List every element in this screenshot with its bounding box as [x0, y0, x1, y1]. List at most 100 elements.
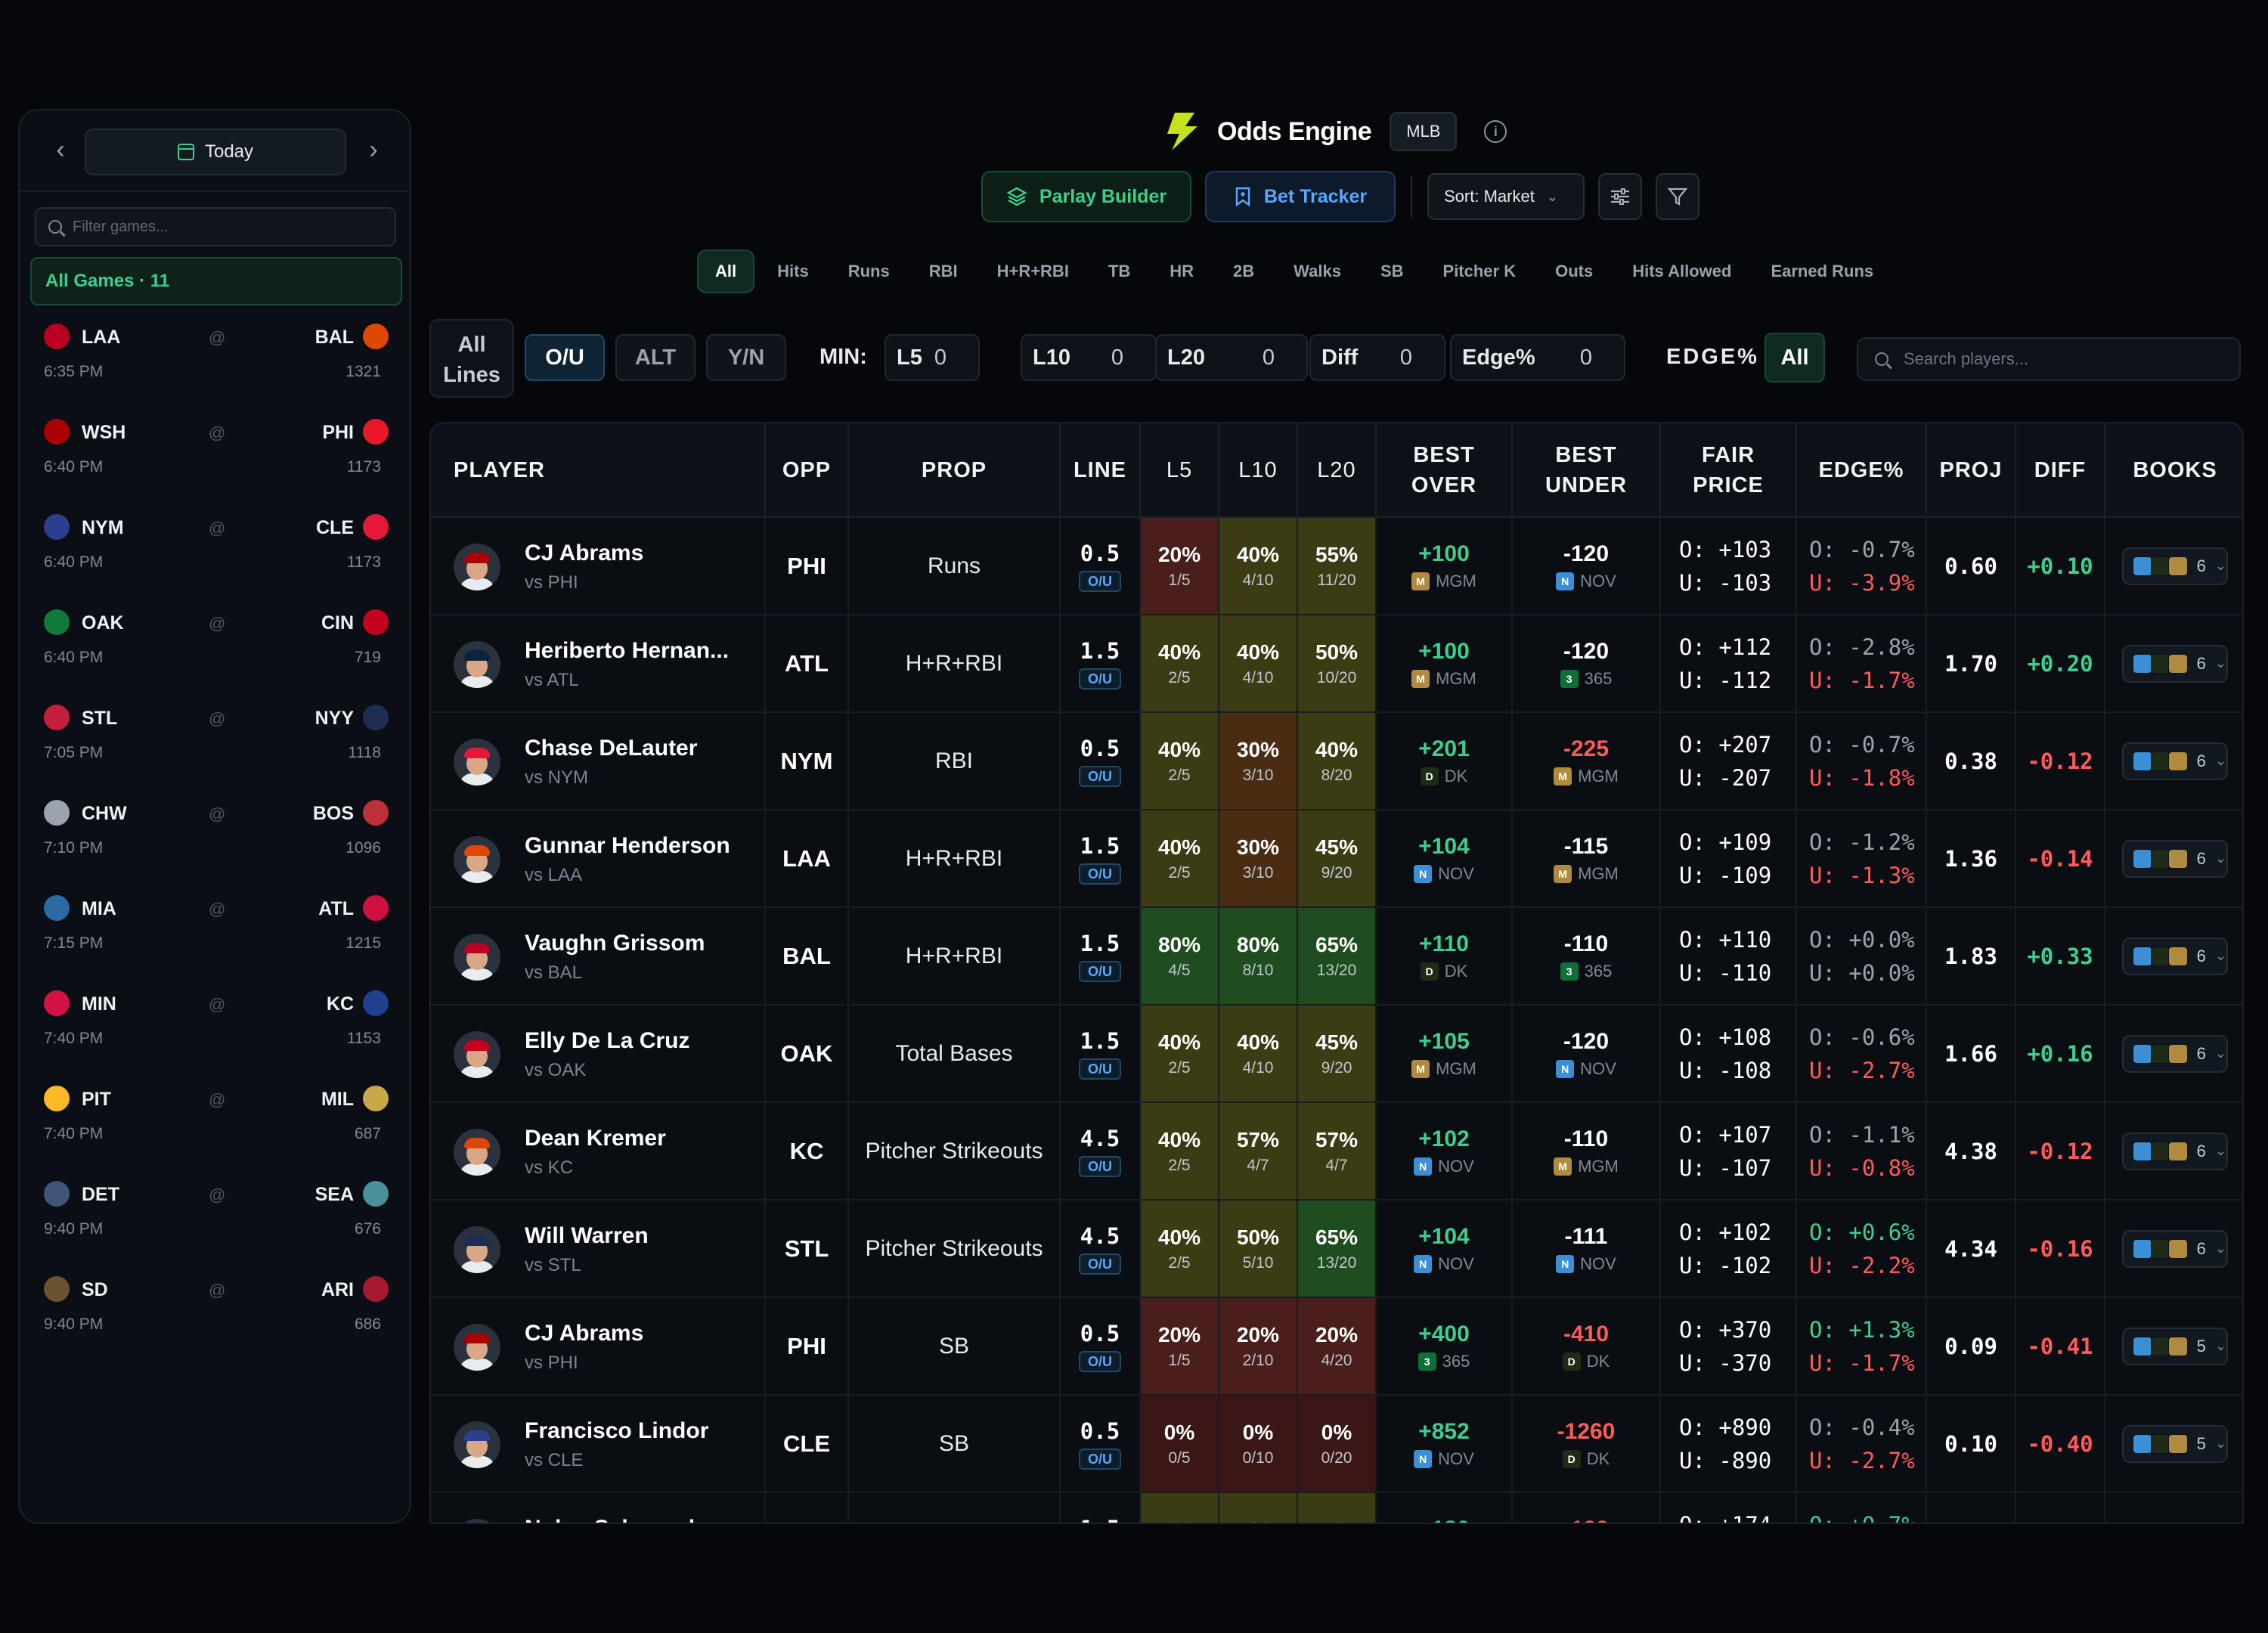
books-dropdown[interactable]: 6 ⌄: [2122, 839, 2228, 878]
col-proj[interactable]: PROJ: [1926, 423, 2016, 518]
player-cell[interactable]: Chase DeLauter vs NYM: [431, 712, 766, 810]
prop-tab[interactable]: TB: [1108, 262, 1131, 280]
ou-chip[interactable]: O/U: [1078, 863, 1121, 885]
prop-tab[interactable]: RBI: [928, 262, 958, 280]
books-dropdown[interactable]: 6 ⌄: [2122, 1132, 2228, 1170]
prop-tab[interactable]: HR: [1170, 262, 1194, 280]
books-dropdown[interactable]: 5 ⌄: [2122, 1327, 2228, 1365]
table-row[interactable]: CJ Abrams vs PHI PHI Runs 0.5 O/U 20% 1/…: [431, 517, 2242, 615]
filter-button[interactable]: [1656, 173, 1699, 220]
sort-select[interactable]: Sort: Market ⌄: [1427, 173, 1585, 220]
game-item[interactable]: PIT @ MIL 7:40 PM 687: [20, 1077, 410, 1172]
books-dropdown[interactable]: 6 ⌄: [2122, 937, 2228, 975]
books-dropdown[interactable]: 6 ⌄: [2122, 1034, 2228, 1073]
best-over-cell[interactable]: +104 N NOV: [1376, 810, 1513, 908]
player-cell[interactable]: Vaughn Grissom vs BAL: [431, 907, 766, 1006]
col-best-under[interactable]: BEST UNDER: [1512, 423, 1661, 518]
books-dropdown[interactable]: 6 ⌄: [2122, 547, 2228, 585]
player-cell[interactable]: Heriberto Hernan... vs ATL: [431, 615, 766, 713]
mode-yn-button[interactable]: Y/N: [706, 334, 786, 381]
prop-tab[interactable]: Outs: [1555, 262, 1594, 280]
best-over-cell[interactable]: +400 3 365: [1376, 1297, 1513, 1396]
player-cell[interactable]: Gunnar Henderson vs LAA: [431, 810, 766, 908]
books-dropdown[interactable]: 6 ⌄: [2122, 742, 2228, 780]
min-l10-input[interactable]: L10 0: [1021, 334, 1157, 381]
min-l20-input[interactable]: L20 0: [1155, 334, 1308, 381]
books-dropdown[interactable]: 6 ⌄: [2122, 1522, 2228, 1523]
table-row[interactable]: Nolan Schanuel vs BAL BAL Hits 1.5 O/U 4…: [431, 1492, 2242, 1523]
col-diff[interactable]: DIFF: [2015, 423, 2105, 518]
table-row[interactable]: Dean Kremer vs KC KC Pitcher Strikeouts …: [431, 1102, 2242, 1201]
ou-chip[interactable]: O/U: [1078, 1155, 1121, 1177]
books-dropdown[interactable]: 5 ⌄: [2122, 1424, 2228, 1463]
all-games-filter[interactable]: All Games · 11: [30, 257, 402, 305]
parlay-builder-button[interactable]: Parlay Builder: [981, 171, 1191, 222]
col-l10[interactable]: L10: [1219, 423, 1298, 518]
col-line[interactable]: LINE: [1060, 423, 1141, 518]
league-badge[interactable]: MLB: [1390, 112, 1458, 151]
books-dropdown[interactable]: 6 ⌄: [2122, 1229, 2228, 1268]
bet-tracker-button[interactable]: Bet Tracker: [1205, 171, 1396, 222]
ou-chip[interactable]: O/U: [1078, 1448, 1121, 1470]
prop-tab[interactable]: Walks: [1294, 262, 1341, 280]
game-item[interactable]: LAA @ BAL 6:35 PM 1321: [20, 315, 410, 410]
col-prop[interactable]: PROP: [848, 423, 1061, 518]
col-opp[interactable]: OPP: [765, 423, 849, 518]
player-cell[interactable]: CJ Abrams vs PHI: [431, 1297, 766, 1396]
mode-alt-button[interactable]: ALT: [615, 334, 696, 381]
prop-tab[interactable]: Earned Runs: [1771, 262, 1874, 280]
col-fair-price[interactable]: FAIR PRICE: [1660, 423, 1797, 518]
best-under-cell[interactable]: -410 D DK: [1512, 1297, 1661, 1396]
best-over-cell[interactable]: +201 D DK: [1376, 712, 1513, 810]
best-over-cell[interactable]: +104 N NOV: [1376, 1200, 1513, 1298]
min-l5-input[interactable]: L5 0: [885, 334, 980, 381]
game-item[interactable]: CHW @ BOS 7:10 PM 1096: [20, 791, 410, 886]
player-cell[interactable]: Will Warren vs STL: [431, 1200, 766, 1298]
col-l20[interactable]: L20: [1297, 423, 1377, 518]
best-over-cell[interactable]: +102 N NOV: [1376, 1102, 1513, 1201]
game-item[interactable]: OAK @ CIN 6:40 PM 719: [20, 600, 410, 696]
filter-games-input[interactable]: [73, 218, 375, 236]
min-edge-input[interactable]: Edge% 0: [1450, 334, 1625, 381]
best-under-cell[interactable]: -1260 D DK: [1512, 1395, 1661, 1493]
prev-day-chevron-icon[interactable]: ‹: [56, 135, 65, 164]
date-picker-button[interactable]: Today: [85, 129, 346, 175]
next-day-chevron-icon[interactable]: ›: [369, 135, 378, 164]
best-under-cell[interactable]: -110 3 365: [1512, 907, 1661, 1006]
best-under-cell[interactable]: -110 M MGM: [1512, 1102, 1661, 1201]
ou-chip[interactable]: O/U: [1078, 1253, 1121, 1275]
prop-tab[interactable]: H+R+RBI: [996, 262, 1069, 280]
best-over-cell[interactable]: +100 M MGM: [1376, 517, 1513, 615]
best-under-cell[interactable]: -111 N NOV: [1512, 1200, 1661, 1298]
best-over-cell[interactable]: +105 M MGM: [1376, 1005, 1513, 1103]
prop-tab[interactable]: Pitcher K: [1442, 262, 1517, 280]
table-row[interactable]: CJ Abrams vs PHI PHI SB 0.5 O/U 20% 1/5 …: [431, 1297, 2242, 1396]
search-players-input[interactable]: [1904, 349, 2221, 369]
ou-chip[interactable]: O/U: [1078, 960, 1121, 982]
game-item[interactable]: NYM @ CLE 6:40 PM 1173: [20, 505, 410, 600]
mode-ou-button[interactable]: O/U: [525, 334, 605, 381]
best-under-cell[interactable]: -120 N NOV: [1512, 517, 1661, 615]
game-item[interactable]: MIA @ ATL 7:15 PM 1215: [20, 886, 410, 981]
col-best-over[interactable]: BEST OVER: [1376, 423, 1513, 518]
best-under-cell[interactable]: -115 M MGM: [1512, 810, 1661, 908]
col-l5[interactable]: L5: [1140, 423, 1219, 518]
ou-chip[interactable]: O/U: [1078, 1058, 1121, 1080]
game-item[interactable]: SD @ ARI 9:40 PM 686: [20, 1267, 410, 1362]
table-row[interactable]: Gunnar Henderson vs LAA LAA H+R+RBI 1.5 …: [431, 810, 2242, 908]
prop-tab[interactable]: 2B: [1233, 262, 1255, 280]
player-cell[interactable]: Dean Kremer vs KC: [431, 1102, 766, 1201]
col-books[interactable]: BOOKS: [2105, 423, 2242, 518]
player-cell[interactable]: Francisco Lindor vs CLE: [431, 1395, 766, 1493]
col-edge[interactable]: EDGE%: [1796, 423, 1927, 518]
game-item[interactable]: MIN @ KC 7:40 PM 1153: [20, 981, 410, 1077]
ou-chip[interactable]: O/U: [1078, 765, 1121, 787]
ou-chip[interactable]: O/U: [1078, 668, 1121, 689]
game-item[interactable]: STL @ NYY 7:05 PM 1118: [20, 696, 410, 791]
edge-all-button[interactable]: All: [1765, 333, 1825, 383]
best-under-cell[interactable]: -120 3 365: [1512, 615, 1661, 713]
game-item[interactable]: DET @ SEA 9:40 PM 676: [20, 1172, 410, 1267]
prop-tab[interactable]: Runs: [847, 262, 890, 280]
info-icon[interactable]: i: [1484, 120, 1507, 143]
settings-sliders-button[interactable]: [1598, 173, 1642, 220]
